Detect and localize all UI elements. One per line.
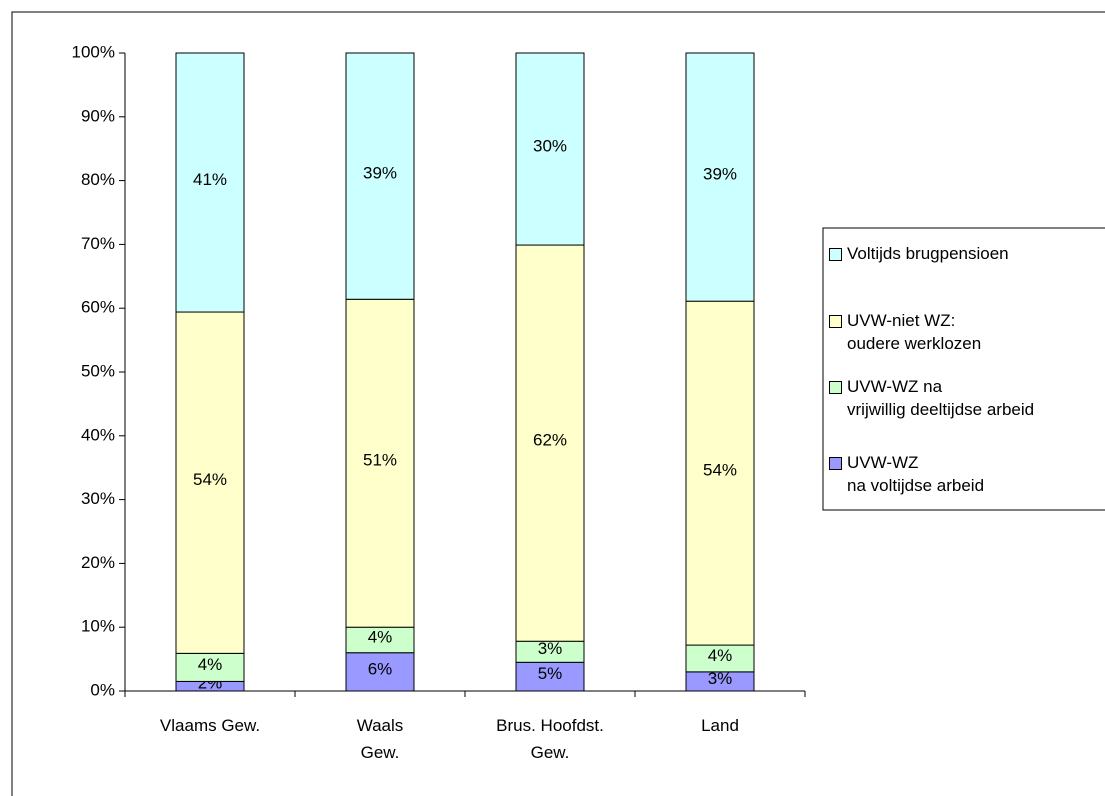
bar-segment (345, 298, 415, 628)
data-label: 6% (368, 659, 393, 678)
legend-swatch (829, 248, 842, 261)
y-tick-label: 0% (90, 680, 115, 699)
bar-segment (685, 52, 755, 302)
x-tick-label: Waals Gew. (356, 716, 404, 762)
x-tick-label: Brus. Hoofdst. Gew. (496, 716, 604, 762)
legend-label: Voltijds brugpensioen (847, 244, 1009, 263)
legend-swatch (829, 381, 842, 394)
bar-segment (515, 52, 585, 246)
bar-segment (175, 652, 245, 682)
legend-label: UVW-WZ na voltijdse arbeid (847, 453, 985, 495)
data-label: 39% (703, 165, 737, 184)
data-label: 41% (193, 170, 227, 189)
data-label: 3% (708, 669, 733, 688)
data-label: 54% (703, 461, 737, 480)
y-tick-label: 30% (81, 489, 115, 508)
legend-swatch (829, 457, 842, 470)
data-label: 39% (363, 164, 397, 183)
data-label: 4% (368, 627, 393, 646)
data-label: 62% (533, 431, 567, 450)
bar-segment (515, 244, 585, 642)
x-tick-label: Land (701, 716, 739, 735)
legend-label: UVW-niet WZ: oudere werklozen (847, 311, 982, 353)
data-label: 5% (538, 664, 563, 683)
y-tick-label: 70% (81, 234, 115, 253)
legend-box (822, 227, 1105, 511)
data-label: 4% (198, 655, 223, 674)
bar-segment (515, 661, 585, 692)
y-tick-label: 100% (72, 42, 115, 61)
y-tick-label: 20% (81, 553, 115, 572)
data-label: 51% (363, 451, 397, 470)
bar-segment (175, 311, 245, 654)
bar-segment (345, 52, 415, 300)
y-tick-label: 50% (81, 361, 115, 380)
y-tick-label: 10% (81, 617, 115, 636)
data-label: 54% (193, 470, 227, 489)
data-label: 4% (708, 646, 733, 665)
legend-label: UVW-WZ na vrijwillig deeltijdse arbeid (847, 377, 1035, 419)
y-tick-label: 80% (81, 170, 115, 189)
x-tick-label: Vlaams Gew. (159, 716, 261, 735)
bar-segment (175, 52, 245, 313)
y-tick-label: 60% (81, 298, 115, 317)
legend-swatch (829, 315, 842, 328)
bar-segment (345, 652, 415, 692)
data-label: 3% (538, 639, 563, 658)
y-tick-label: 40% (81, 425, 115, 444)
y-tick-label: 90% (81, 106, 115, 125)
data-label: 30% (533, 137, 567, 156)
